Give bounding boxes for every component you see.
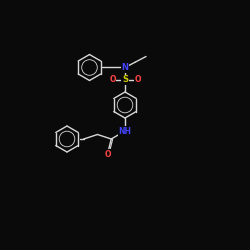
Text: N: N	[122, 63, 128, 72]
Text: O: O	[105, 150, 112, 159]
Text: O: O	[109, 76, 116, 84]
Text: S: S	[122, 76, 128, 84]
Text: NH: NH	[118, 126, 132, 136]
Text: O: O	[134, 76, 141, 84]
